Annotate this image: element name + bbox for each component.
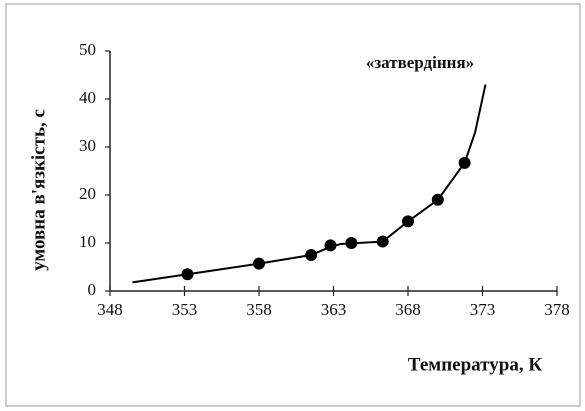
y-tick-label: 50 [79, 40, 96, 59]
x-tick-label: 353 [172, 300, 198, 319]
x-axis-label: Температура, К [408, 354, 542, 375]
x-tick-label: 363 [321, 300, 347, 319]
y-tick-label: 30 [79, 136, 96, 155]
y-tick-label: 0 [88, 280, 97, 299]
x-tick-label: 378 [544, 300, 570, 319]
y-tick-label: 10 [79, 232, 96, 251]
point [324, 239, 337, 252]
point [305, 249, 318, 261]
x-tick-label: 348 [97, 300, 123, 319]
annotation: «затвердіння» [366, 53, 474, 72]
point [345, 237, 358, 249]
frame [5, 3, 581, 407]
point [376, 235, 389, 248]
x-tick-label: 358 [246, 300, 272, 319]
y-tick-label: 40 [79, 88, 96, 107]
point [402, 215, 414, 228]
y-axis-label: умовна в'язкість, с [28, 109, 49, 271]
point [253, 257, 265, 270]
x-tick-label: 368 [395, 300, 421, 319]
point [431, 193, 444, 206]
point [181, 268, 194, 281]
point [458, 156, 471, 169]
x-tick-label: 373 [470, 300, 496, 319]
y-tick-label: 20 [79, 184, 96, 203]
